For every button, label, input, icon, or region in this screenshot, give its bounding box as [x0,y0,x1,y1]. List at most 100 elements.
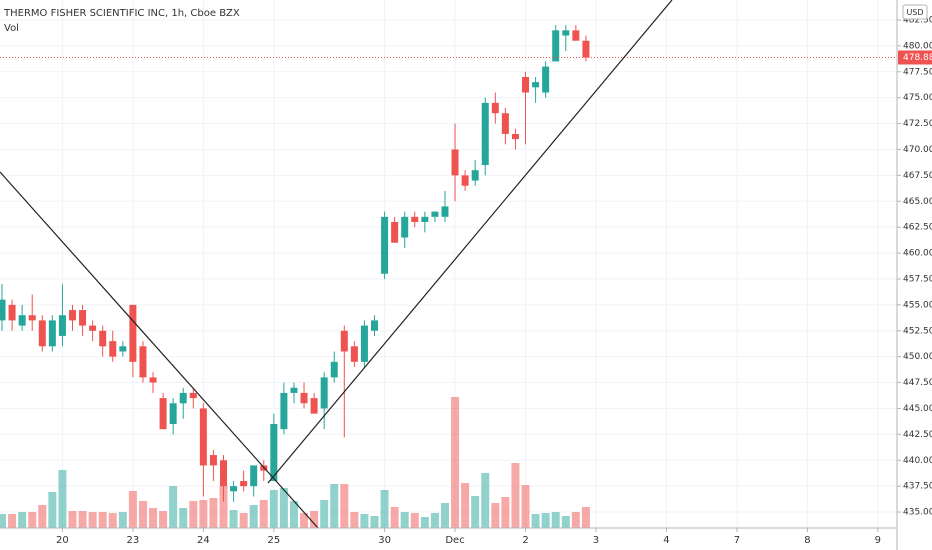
y-tick-label: 455.00 [903,300,932,310]
volume-bar [380,490,389,528]
candle-body [552,30,560,62]
candle-body [159,398,167,430]
candle-body [511,133,519,140]
axes: 435.00 437.50 440.00 442.50 445.00 447.50 450.… [56,15,932,546]
volume-bar [350,512,359,528]
candle-body [381,216,389,274]
volume-bar [360,514,369,528]
last-price-label: 478.88 [903,53,932,63]
volume-bar [269,490,278,528]
x-tick-label: Dec [445,535,464,546]
y-tick-label: 447.50 [903,378,932,388]
volume-bar [239,513,248,528]
candle-body [491,102,499,114]
y-tick-label: 435.00 [903,508,932,518]
candle-body [109,341,117,357]
candle-body [199,408,207,466]
volume-bar [481,473,490,528]
candle-body [250,465,258,487]
candle-body [179,392,187,404]
candles [0,25,897,502]
candle-body [532,82,540,88]
candle-body [280,392,288,430]
volume-bar [18,512,27,528]
x-tick-label: 9 [875,535,881,546]
y-tick-label: 445.00 [903,404,932,414]
currency: USD [906,8,923,17]
candle-body [350,346,358,362]
candle-body [441,206,449,217]
volume-bar [68,511,77,528]
candle-body [401,216,409,238]
volume-bar [511,463,520,528]
candle-body [360,325,368,362]
volume-bar [370,516,379,528]
candle-body [582,40,590,58]
y-tick-label: 482.50 [903,15,932,25]
candle-body [169,403,177,424]
volume-bar [541,513,550,528]
x-tick-label: 25 [267,535,280,546]
candle-body [451,149,459,176]
x-tick-label: 4 [663,535,669,546]
candle-body [28,315,36,321]
volume-bar [551,512,560,528]
volume-bar [108,513,117,528]
volume-bar [581,507,590,528]
candle-body [562,30,570,36]
volume-bar [400,512,409,528]
volume-bar [410,513,419,528]
x-tick-label: 23 [127,535,140,546]
volume-bar [179,508,188,528]
volume-bar [78,511,87,528]
currency-badge [902,4,928,20]
volume-bar [320,500,329,528]
volume-bar [169,486,178,528]
volume-bar [289,501,298,528]
x-tick-label: 30 [378,535,391,546]
volume-bar [219,486,228,528]
candle-body [310,398,318,414]
y-tick-label: 450.00 [903,352,932,362]
candle-body [391,221,399,243]
candle-body [320,377,328,409]
volume-bar [28,512,37,528]
volume-bar [0,514,7,528]
volume-bar [128,491,137,528]
volume-bar [430,513,439,528]
y-tick-label: 460.00 [903,249,932,259]
volume-bar [310,511,319,528]
volume-bar [249,505,258,528]
candle-body [0,299,6,321]
volume-bar [58,470,67,528]
candle-body [8,304,16,321]
volume-bar [8,514,17,528]
y-tick-label: 442.50 [903,430,932,440]
volume-bar [118,512,127,528]
volume-pane [0,397,590,528]
time-scale [0,528,897,550]
volume-bar [461,483,470,528]
candle-body [79,310,87,326]
x-tick-label: 3 [593,535,599,546]
candle-body [421,216,429,222]
volume-bar [451,397,460,528]
candle-body [501,113,509,134]
y-tick-label: 475.00 [903,93,932,103]
y-tick-label: 480.00 [903,41,932,51]
x-tick-label: 8 [804,535,810,546]
candle-body [119,346,127,352]
candle-body [340,330,348,352]
candle-body [230,486,238,492]
x-tick-label: 2 [522,535,528,546]
candle-body [129,304,137,362]
candle-body [431,211,439,217]
volume-bar [531,514,540,528]
last-price-badge [898,50,932,65]
y-tick-label: 452.50 [903,326,932,336]
candle-body [38,320,46,347]
candle-body [411,216,419,222]
candle-body [481,102,489,166]
